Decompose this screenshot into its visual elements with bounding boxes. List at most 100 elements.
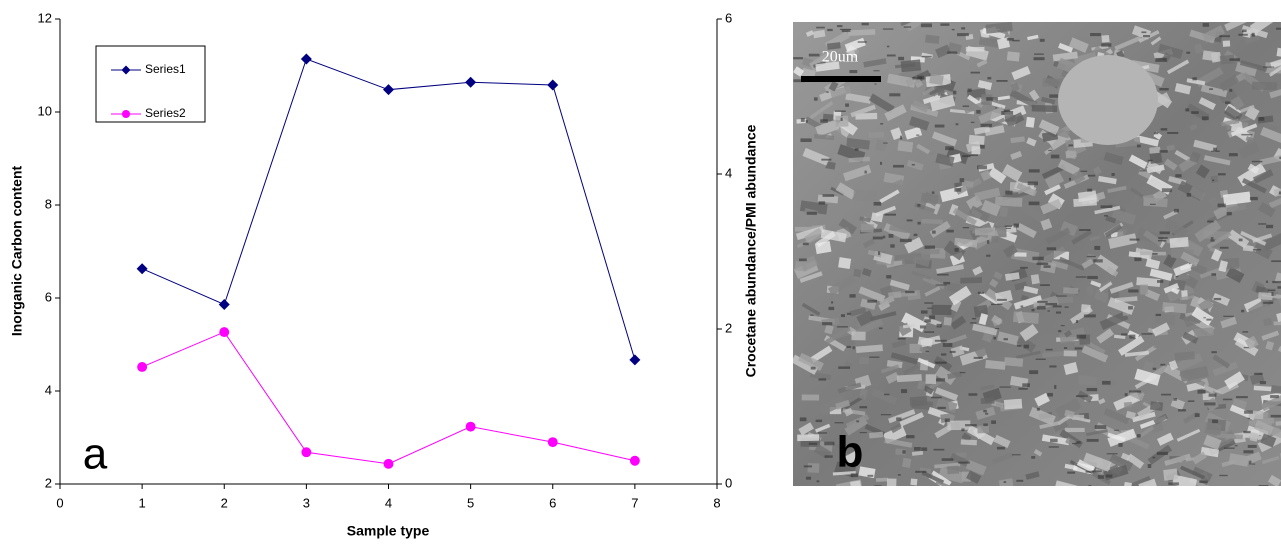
- texture: [793, 57, 803, 59]
- texture: [1005, 191, 1012, 195]
- texture: [935, 125, 945, 128]
- texture: [867, 300, 877, 303]
- texture: [925, 246, 935, 249]
- texture: [1063, 287, 1078, 294]
- point: [383, 84, 394, 95]
- texture: [1065, 306, 1069, 307]
- texture: [1152, 457, 1155, 459]
- texture: [917, 76, 924, 79]
- texture: [1238, 34, 1247, 36]
- texture: [1160, 364, 1165, 366]
- texture: [826, 91, 828, 92]
- texture: [1272, 281, 1281, 283]
- texture: [888, 291, 901, 299]
- texture: [1114, 430, 1119, 431]
- texture: [1049, 94, 1058, 97]
- texture: [1006, 228, 1011, 229]
- texture: [1241, 134, 1252, 135]
- texture: [995, 107, 997, 108]
- texture: [816, 27, 825, 29]
- texture: [1012, 40, 1019, 42]
- texture: [947, 465, 959, 474]
- texture: [853, 346, 855, 349]
- texture: [914, 234, 918, 236]
- texture: [1048, 150, 1052, 151]
- texture: [1051, 155, 1059, 159]
- texture: [935, 340, 947, 342]
- texture: [1263, 302, 1273, 304]
- texture: [1004, 110, 1010, 112]
- texture: [1069, 144, 1073, 146]
- texture: [806, 120, 808, 123]
- texture: [1224, 447, 1235, 448]
- texture: [1248, 445, 1257, 448]
- texture: [1227, 212, 1232, 215]
- texture: [999, 207, 1008, 217]
- texture: [1211, 273, 1216, 275]
- texture: [1252, 82, 1277, 91]
- texture: [828, 307, 834, 310]
- texture: [1229, 58, 1240, 61]
- texture: [983, 410, 987, 413]
- texture: [1203, 317, 1205, 318]
- texture: [841, 314, 845, 317]
- texture: [1031, 309, 1034, 311]
- texture: [886, 275, 891, 278]
- texture: [1040, 39, 1045, 42]
- texture: [932, 305, 952, 315]
- point: [630, 456, 640, 466]
- texture: [1250, 197, 1258, 200]
- texture: [1125, 393, 1128, 396]
- texture: [814, 97, 818, 100]
- texture: [963, 105, 969, 106]
- texture: [976, 110, 980, 114]
- texture: [1236, 117, 1239, 118]
- texture: [1061, 325, 1065, 326]
- texture: [1243, 450, 1253, 453]
- texture: [963, 227, 969, 228]
- texture: [1026, 117, 1035, 128]
- texture: [883, 236, 886, 239]
- texture: [838, 257, 851, 269]
- x-tick-label: 2: [221, 495, 228, 510]
- texture: [1142, 333, 1153, 334]
- texture: [1214, 298, 1221, 300]
- texture: [1176, 276, 1179, 277]
- texture: [1004, 357, 1023, 367]
- texture: [1084, 314, 1096, 317]
- texture: [904, 26, 912, 27]
- texture: [1043, 265, 1050, 268]
- texture: [1271, 260, 1281, 262]
- texture: [1271, 292, 1273, 296]
- texture: [924, 319, 930, 322]
- texture: [937, 324, 942, 328]
- texture: [1159, 150, 1167, 153]
- texture: [1080, 171, 1087, 172]
- texture: [1223, 316, 1233, 317]
- texture: [840, 29, 851, 30]
- texture: [1034, 57, 1045, 60]
- texture: [1211, 175, 1219, 182]
- texture: [1268, 290, 1275, 291]
- point: [301, 53, 312, 64]
- texture: [1148, 464, 1152, 468]
- texture: [916, 135, 919, 136]
- texture: [1037, 263, 1049, 265]
- texture: [932, 191, 935, 193]
- texture: [921, 219, 942, 224]
- texture: [1163, 469, 1178, 481]
- texture: [811, 367, 816, 370]
- texture: [1170, 237, 1189, 248]
- texture: [1174, 209, 1179, 213]
- texture: [1270, 395, 1279, 398]
- y-axis-title: Inorganic Carbon content: [9, 165, 25, 336]
- texture: [1202, 116, 1209, 120]
- texture: [1037, 408, 1040, 411]
- texture: [960, 372, 966, 373]
- texture: [1058, 55, 1158, 145]
- texture: [1248, 418, 1250, 419]
- texture: [1022, 383, 1030, 387]
- texture: [901, 59, 921, 72]
- scale-bar: [801, 76, 881, 82]
- texture: [1077, 335, 1086, 339]
